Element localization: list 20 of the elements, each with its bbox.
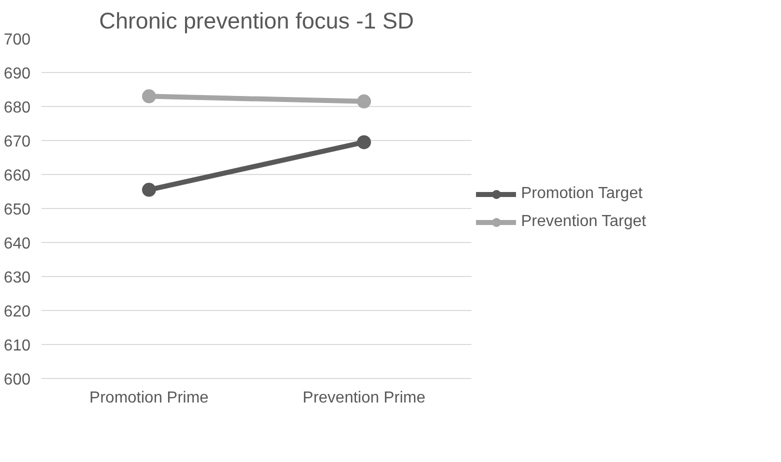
y-tick-label: 640 xyxy=(4,236,31,252)
y-tick-label: 610 xyxy=(4,338,31,354)
legend-label: Prevention Target xyxy=(521,213,646,231)
y-tick-label: 690 xyxy=(4,66,31,82)
point xyxy=(357,135,371,150)
y-tick-label: 650 xyxy=(4,202,31,218)
point xyxy=(142,182,156,197)
y-tick-label: 600 xyxy=(4,372,31,388)
y-tick-label: 700 xyxy=(4,32,31,48)
y-tick-label: 680 xyxy=(4,100,31,116)
point xyxy=(142,89,156,104)
point xyxy=(357,94,371,108)
y-tick-label: 660 xyxy=(4,168,31,184)
y-tick-label: 620 xyxy=(4,304,31,320)
legend-label: Promotion Target xyxy=(521,185,643,203)
chart-title: Chronic prevention focus -1 SD xyxy=(99,8,414,34)
y-tick-label: 630 xyxy=(4,270,31,286)
x-tick-label: Prevention Prime xyxy=(302,390,426,406)
x-tick-label: Promotion Prime xyxy=(89,390,209,406)
y-tick-label: 670 xyxy=(4,134,31,150)
